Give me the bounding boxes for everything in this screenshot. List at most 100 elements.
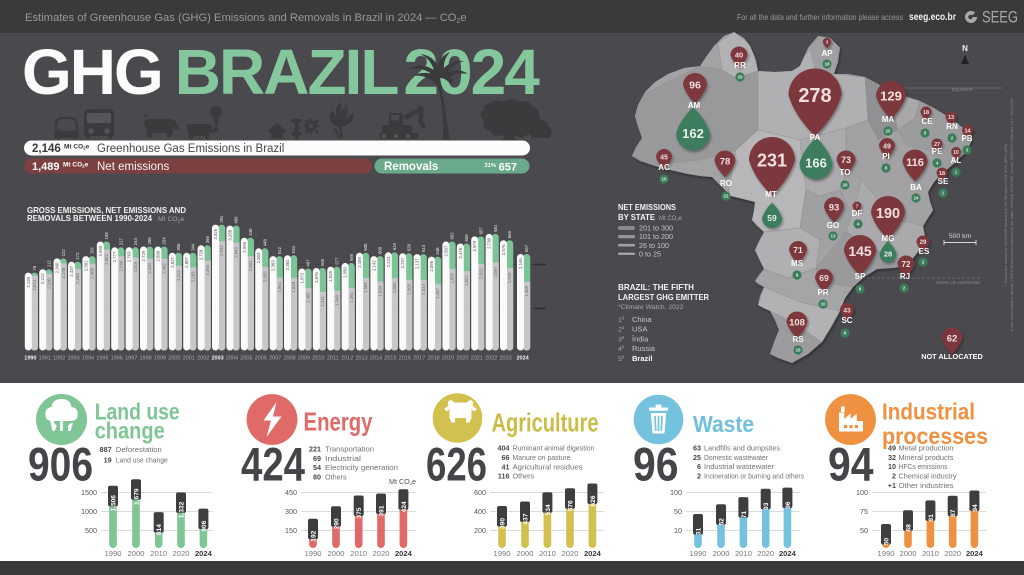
svg-text:2003: 2003 — [211, 356, 223, 362]
svg-text:PR: PR — [817, 288, 828, 297]
svg-text:TROPIC OF CAPRICORN: TROPIC OF CAPRICORN — [935, 281, 980, 285]
svg-text:100: 100 — [670, 488, 682, 497]
svg-text:26 to 100: 26 to 100 — [639, 241, 669, 250]
svg-text:112: 112 — [46, 260, 51, 267]
svg-text:REMOVALS BETWEEN 1990-2024: REMOVALS BETWEEN 1990-2024 — [27, 214, 152, 223]
svg-text:1: 1 — [942, 191, 945, 196]
svg-text:409: 409 — [234, 216, 239, 224]
svg-text:1,589: 1,589 — [363, 282, 368, 293]
svg-text:RN: RN — [946, 122, 958, 131]
svg-text:Metal production: Metal production — [899, 444, 954, 453]
svg-text:SEEG: SEEG — [982, 8, 1018, 27]
svg-text:50: 50 — [860, 526, 868, 535]
svg-text:122: 122 — [61, 249, 66, 257]
svg-text:467: 467 — [306, 259, 311, 267]
svg-text:Estimates of Greenhouse Gas (G: Estimates of Greenhouse Gas (GHG) Emissi… — [25, 12, 467, 25]
svg-text:*Climate Watch, 2022: *Climate Watch, 2022 — [618, 304, 684, 311]
svg-text:81: 81 — [928, 514, 935, 522]
svg-text:657: 657 — [478, 227, 483, 235]
svg-text:613: 613 — [421, 244, 426, 252]
svg-text:28: 28 — [884, 250, 892, 259]
svg-text:294: 294 — [162, 237, 167, 245]
svg-text:20: 20 — [842, 183, 848, 188]
svg-text:2,728: 2,728 — [199, 249, 204, 260]
svg-text:2010: 2010 — [539, 549, 556, 558]
svg-text:2,073: 2,073 — [32, 279, 37, 290]
svg-text:906: 906 — [28, 439, 93, 492]
svg-text:10: 10 — [888, 462, 896, 471]
svg-text:10: 10 — [953, 150, 959, 156]
svg-text:Land use change: Land use change — [116, 455, 168, 464]
svg-text:2,095: 2,095 — [429, 260, 434, 271]
svg-text:392: 392 — [219, 215, 224, 223]
svg-text:2,238: 2,238 — [61, 267, 66, 278]
svg-text:PA: PA — [810, 133, 821, 142]
svg-text:RO: RO — [720, 179, 732, 188]
svg-text:201 to 300: 201 to 300 — [639, 224, 673, 233]
svg-text:Manure on pasture: Manure on pasture — [513, 453, 571, 462]
svg-text:18: 18 — [923, 110, 929, 116]
svg-text:HFCs emissions: HFCs emissions — [899, 462, 948, 471]
svg-text:DF: DF — [852, 209, 863, 218]
svg-text:145: 145 — [848, 243, 872, 259]
svg-text:2020: 2020 — [562, 549, 579, 558]
svg-text:400: 400 — [474, 507, 486, 516]
svg-text:3º: 3º — [618, 336, 625, 343]
svg-text:448: 448 — [262, 239, 267, 247]
svg-text:2,142: 2,142 — [371, 260, 376, 271]
svg-text:2,221: 2,221 — [176, 269, 181, 280]
svg-text:2022: 2022 — [485, 356, 497, 362]
svg-text:108: 108 — [789, 317, 805, 328]
svg-text:437: 437 — [522, 513, 529, 524]
svg-text:93: 93 — [829, 202, 840, 213]
svg-text:231: 231 — [757, 150, 787, 170]
svg-text:1,506: 1,506 — [110, 495, 117, 512]
svg-text:2,146: 2,146 — [518, 258, 523, 269]
svg-text:Industrial: Industrial — [882, 399, 975, 425]
svg-text:2,224: 2,224 — [386, 256, 391, 267]
svg-text:19: 19 — [104, 455, 112, 464]
svg-text:2010: 2010 — [150, 549, 167, 558]
svg-text:162: 162 — [682, 126, 704, 141]
svg-text:2010: 2010 — [922, 549, 939, 558]
svg-text:2,777: 2,777 — [112, 251, 117, 262]
svg-text:1,524: 1,524 — [421, 283, 426, 294]
svg-text:15: 15 — [661, 177, 667, 182]
svg-text:290: 290 — [333, 518, 340, 529]
svg-text:68: 68 — [905, 524, 912, 532]
svg-text:657: 657 — [524, 244, 529, 252]
svg-text:Others: Others — [513, 472, 535, 481]
svg-text:2,437: 2,437 — [69, 265, 74, 276]
svg-text:2000: 2000 — [900, 549, 917, 558]
svg-text:2,763: 2,763 — [127, 251, 132, 262]
svg-text:Electricity generation: Electricity generation — [325, 463, 398, 472]
svg-text:CE: CE — [921, 117, 933, 126]
svg-text:1,361: 1,361 — [349, 291, 354, 302]
svg-text:2,146: 2,146 — [32, 143, 61, 155]
svg-text:181: 181 — [90, 246, 95, 254]
svg-text:96: 96 — [689, 80, 701, 92]
svg-text:72: 72 — [902, 260, 911, 269]
svg-text:1997: 1997 — [125, 356, 137, 362]
svg-text:2,503: 2,503 — [256, 252, 261, 263]
svg-text:2008: 2008 — [283, 356, 295, 362]
svg-text:73: 73 — [841, 155, 851, 165]
svg-text:2000: 2000 — [517, 549, 534, 558]
svg-text:50: 50 — [674, 507, 682, 516]
svg-text:Ruminant animal digestion: Ruminant animal digestion — [513, 444, 595, 453]
svg-text:172: 172 — [75, 252, 80, 260]
svg-text:2024: 2024 — [395, 549, 413, 558]
svg-text:69: 69 — [313, 454, 321, 463]
svg-text:MT: MT — [765, 190, 777, 199]
svg-text:2010: 2010 — [735, 549, 752, 558]
svg-text:1,950: 1,950 — [343, 267, 348, 278]
svg-text:5: 5 — [924, 131, 927, 136]
svg-text:3,258: 3,258 — [227, 229, 232, 240]
svg-text:Land use: Land use — [95, 398, 180, 424]
svg-text:2011: 2011 — [327, 356, 339, 362]
svg-text:192: 192 — [310, 530, 317, 541]
svg-text:2009: 2009 — [298, 356, 310, 362]
svg-text:4: 4 — [857, 222, 860, 227]
svg-text:2: 2 — [922, 260, 925, 265]
svg-text:RS: RS — [792, 335, 804, 344]
